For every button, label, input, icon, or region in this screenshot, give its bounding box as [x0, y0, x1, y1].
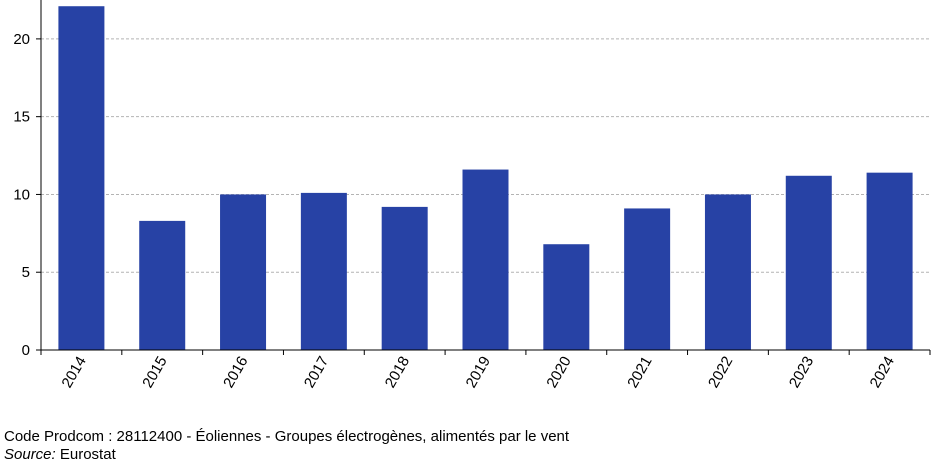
y-tick-label-5: 5: [22, 264, 30, 281]
x-tick-label-2023: 2023: [786, 354, 817, 391]
axes: [36, 0, 931, 355]
gridlines: [41, 38, 930, 273]
footnote-prodcom: Code Prodcom : 28112400 - Éoliennes - Gr…: [4, 428, 570, 445]
bar-2024: [866, 172, 913, 350]
bar-chart: 0 5 10 15 20 2014 2015 2016 2017 2018 2019 2020 202…: [13, 0, 931, 391]
bars: [58, 6, 913, 350]
x-tick-label-2016: 2016: [220, 354, 251, 391]
bar-2021: [624, 208, 671, 350]
y-tick-label-10: 10: [13, 186, 30, 203]
bar-2018: [381, 206, 428, 350]
y-tick-label-0: 0: [22, 342, 30, 359]
x-tick-label-2024: 2024: [867, 354, 898, 391]
bar-2023: [785, 175, 832, 350]
x-tick-labels: 2014 2015 2016 2017 2018 2019 2020 2021 2022 2023…: [58, 354, 898, 391]
bar-2020: [543, 244, 590, 350]
bar-2019: [462, 169, 509, 350]
x-tick-label-2019: 2019: [463, 354, 494, 391]
bar-2016: [220, 194, 267, 350]
x-tick-label-2014: 2014: [58, 354, 89, 391]
y-tick-label-15: 15: [13, 109, 30, 126]
source-label: Source:: [4, 446, 56, 463]
source-value: Eurostat: [59, 446, 116, 463]
bar-2017: [300, 192, 347, 350]
source-line: Source: Eurostat: [4, 446, 116, 464]
y-tick-label-20: 20: [13, 31, 30, 48]
bar-2014: [58, 6, 105, 350]
x-tick-label-2021: 2021: [624, 354, 655, 391]
x-tick-label-2020: 2020: [543, 354, 574, 391]
x-tick-label-2015: 2015: [139, 354, 170, 391]
bar-2015: [139, 220, 186, 350]
bar-2022: [704, 194, 751, 350]
x-tick-label-2017: 2017: [301, 354, 332, 391]
x-tick-label-2022: 2022: [705, 354, 736, 391]
y-tick-labels: 0 5 10 15 20: [13, 31, 30, 359]
x-tick-label-2018: 2018: [382, 354, 413, 391]
